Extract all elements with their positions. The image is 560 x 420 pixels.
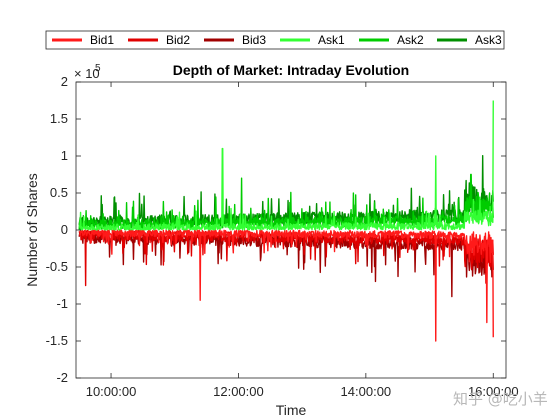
- y-exponent-label: × 10 5: [74, 63, 101, 81]
- legend-box: [45, 30, 505, 50]
- y-exponent-power: 5: [95, 63, 101, 74]
- y-tick-label: -1: [56, 296, 68, 311]
- chart-title: Depth of Market: Intraday Evolution: [173, 62, 409, 78]
- x-axis: 10:00:00 12:00:00 14:00:00 16:00:00: [86, 82, 519, 399]
- y-tick-label: 1: [61, 148, 68, 163]
- x-tick-label: 16:00:00: [468, 384, 519, 399]
- y-tick-label: 0.5: [50, 185, 68, 200]
- x-axis-label: Time: [276, 402, 307, 418]
- y-tick-label: -2: [56, 370, 68, 385]
- series-line-bid1: [78, 229, 494, 342]
- x-tick-label: 10:00:00: [86, 384, 137, 399]
- series-layer: [78, 100, 494, 342]
- y-tick-label: -1.5: [46, 333, 68, 348]
- y-exponent-base: × 10: [74, 66, 100, 81]
- legend: Bid1 Bid2 Bid3 Ask1 Ask2 Ask3: [45, 30, 505, 50]
- legend-label-bid1: Bid1: [90, 33, 114, 47]
- legend-label-bid3: Bid3: [242, 33, 266, 47]
- series-line-ask1: [78, 100, 494, 231]
- y-axis-label: Number of Shares: [24, 173, 40, 287]
- legend-label-ask2: Ask2: [397, 33, 424, 47]
- legend-label-ask1: Ask1: [318, 33, 345, 47]
- x-tick-label: 14:00:00: [341, 384, 392, 399]
- legend-label-ask3: Ask3: [475, 33, 502, 47]
- y-tick-label: -0.5: [46, 259, 68, 274]
- y-axis: -2 -1.5 -1 -0.5 0 0.5 1 1.5 2: [46, 74, 506, 385]
- watermark-text: 知乎 @吃小羊: [453, 390, 548, 408]
- y-tick-label: 2: [61, 74, 68, 89]
- y-tick-label: 0: [61, 222, 68, 237]
- y-tick-label: 1.5: [50, 111, 68, 126]
- x-tick-label: 12:00:00: [213, 384, 264, 399]
- legend-label-bid2: Bid2: [166, 33, 190, 47]
